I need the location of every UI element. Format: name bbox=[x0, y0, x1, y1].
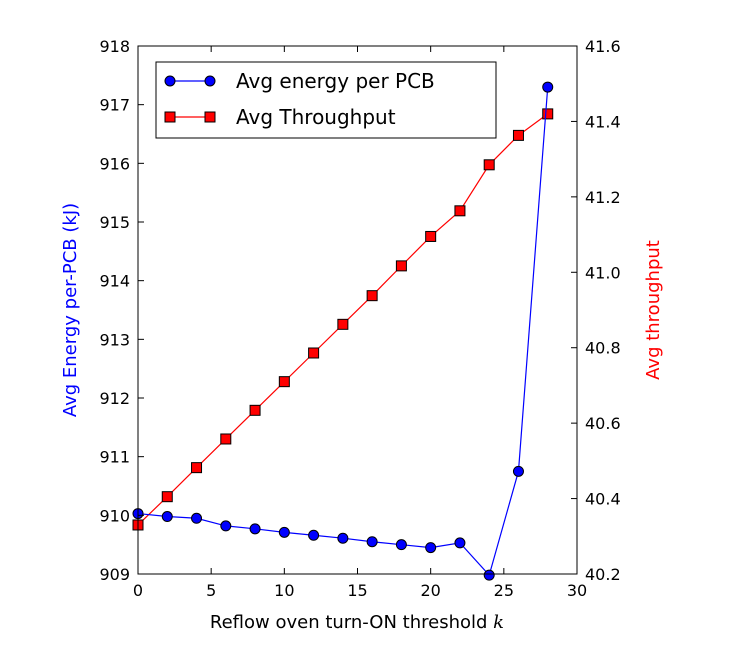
y-right-tick-label: 41.4 bbox=[585, 112, 621, 131]
data-point-avg-throughput bbox=[161, 491, 173, 503]
y-left-tick-label: 911 bbox=[99, 448, 130, 467]
y-right-axis-title: Avg throughput bbox=[643, 240, 664, 380]
data-point-avg-throughput bbox=[395, 260, 407, 272]
data-point-avg-throughput bbox=[278, 376, 290, 388]
data-point-avg-energy-per-pcb bbox=[337, 532, 349, 544]
x-tick-label: 10 bbox=[274, 581, 294, 600]
data-point-avg-energy-per-pcb bbox=[425, 542, 437, 554]
x-tick-label: 5 bbox=[206, 581, 216, 600]
y-right-tick-label: 41.0 bbox=[585, 263, 621, 282]
data-point-avg-energy-per-pcb bbox=[395, 539, 407, 551]
y-left-tick-label: 912 bbox=[99, 389, 130, 408]
data-point-avg-throughput bbox=[308, 347, 320, 359]
y-right-tick-label: 40.2 bbox=[585, 565, 621, 584]
data-point-avg-energy-per-pcb bbox=[483, 569, 495, 581]
data-point-avg-throughput bbox=[249, 404, 261, 416]
data-point-avg-throughput bbox=[454, 205, 466, 217]
series-layer bbox=[132, 81, 554, 581]
legend-marker-throughput bbox=[164, 111, 176, 123]
data-point-avg-throughput bbox=[483, 159, 495, 171]
legend-marker-energy-end bbox=[204, 75, 216, 87]
y-left-tick-label: 914 bbox=[99, 272, 130, 291]
legend-marker-throughput-end bbox=[204, 111, 216, 123]
ticks-layer: 0 5 10 15 20 25 30 909 910 911 912 913 914 915 916 917 9… bbox=[99, 37, 620, 600]
y-right-tick-label: 40.6 bbox=[585, 414, 621, 433]
legend-marker-energy bbox=[164, 75, 176, 87]
y-left-tick-label: 913 bbox=[99, 330, 130, 349]
data-point-avg-throughput bbox=[191, 462, 203, 474]
y-left-tick-label: 910 bbox=[99, 506, 130, 525]
x-tick-label: 20 bbox=[420, 581, 440, 600]
data-point-avg-energy-per-pcb bbox=[366, 536, 378, 548]
data-point-avg-throughput bbox=[366, 290, 378, 302]
legend-label-energy: Avg energy per PCB bbox=[236, 69, 435, 93]
data-point-avg-energy-per-pcb bbox=[161, 511, 173, 523]
x-axis-title-text: Reflow oven turn-ON threshold bbox=[210, 612, 488, 633]
y-right-tick-label: 40.8 bbox=[585, 339, 621, 358]
y-left-tick-label: 909 bbox=[99, 565, 130, 584]
data-point-avg-throughput bbox=[512, 129, 524, 141]
legend-label-throughput: Avg Throughput bbox=[236, 105, 396, 129]
legend: Avg energy per PCB Avg Throughput bbox=[155, 61, 497, 139]
data-point-avg-energy-per-pcb bbox=[454, 537, 466, 549]
y-left-tick-label: 916 bbox=[99, 154, 130, 173]
y-left-axis-title: Avg Energy per-PCB (kJ) bbox=[60, 203, 81, 417]
data-point-avg-energy-per-pcb bbox=[191, 512, 203, 524]
x-axis-title: Reflow oven turn-ON threshold k bbox=[210, 612, 504, 633]
y-left-tick-label: 917 bbox=[99, 96, 130, 115]
data-point-avg-energy-per-pcb bbox=[249, 523, 261, 535]
data-point-avg-throughput bbox=[425, 230, 437, 242]
data-point-avg-energy-per-pcb bbox=[512, 465, 524, 477]
x-axis-title-variable: k bbox=[493, 612, 504, 633]
y-left-tick-label: 918 bbox=[99, 37, 130, 56]
data-point-avg-energy-per-pcb bbox=[542, 81, 554, 93]
data-point-avg-throughput bbox=[542, 108, 554, 120]
y-left-tick-label: 915 bbox=[99, 213, 130, 232]
data-point-avg-energy-per-pcb bbox=[278, 526, 290, 538]
series-avg-energy-per-pcb bbox=[132, 81, 554, 581]
y-right-tick-label: 41.2 bbox=[585, 188, 621, 207]
data-point-avg-energy-per-pcb bbox=[308, 529, 320, 541]
x-tick-label: 15 bbox=[347, 581, 367, 600]
legend-box bbox=[155, 61, 497, 139]
data-point-avg-throughput bbox=[337, 318, 349, 330]
x-tick-label: 25 bbox=[494, 581, 514, 600]
x-tick-label: 30 bbox=[567, 581, 587, 600]
y-right-tick-label: 40.4 bbox=[585, 490, 621, 509]
x-tick-label: 0 bbox=[133, 581, 143, 600]
data-point-avg-throughput bbox=[220, 433, 232, 445]
data-point-avg-energy-per-pcb bbox=[220, 520, 232, 532]
y-right-tick-label: 41.6 bbox=[585, 37, 621, 56]
